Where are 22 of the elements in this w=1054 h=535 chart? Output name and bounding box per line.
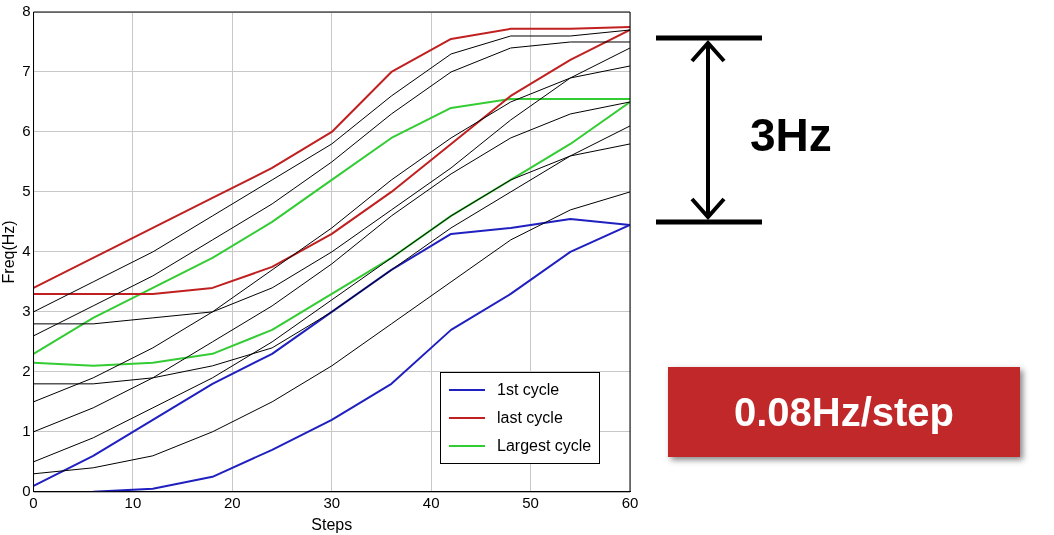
legend-label: last cycle	[497, 409, 563, 427]
text: 3Hz	[750, 108, 832, 162]
y-tick-label: 5	[22, 182, 31, 200]
x-tick-label: 10	[124, 493, 142, 511]
x-tick-label: 50	[522, 493, 539, 511]
x-tick-label: 40	[422, 493, 440, 511]
legend-label: 1st cycle	[497, 381, 560, 399]
y-axis-title: Freq(Hz)	[0, 220, 18, 284]
y-tick-label: 6	[22, 122, 31, 140]
legend-label: Largest cycle	[497, 437, 592, 455]
y-tick-label: 1	[22, 421, 31, 439]
x-tick-label: 20	[224, 493, 241, 511]
y-tick-label: 2	[22, 361, 31, 379]
x-axis-title: Steps	[311, 515, 353, 533]
y-tick-label: 3	[22, 302, 31, 320]
text: 0.08Hz/step	[733, 389, 955, 435]
y-tick-label: 4	[22, 242, 31, 260]
x-tick-label: 60	[621, 493, 639, 511]
y-tick-label: 0	[22, 481, 31, 499]
y-tick-label: 7	[22, 62, 31, 80]
y-tick-label: 8	[22, 2, 31, 20]
x-tick-label: 30	[323, 493, 341, 511]
